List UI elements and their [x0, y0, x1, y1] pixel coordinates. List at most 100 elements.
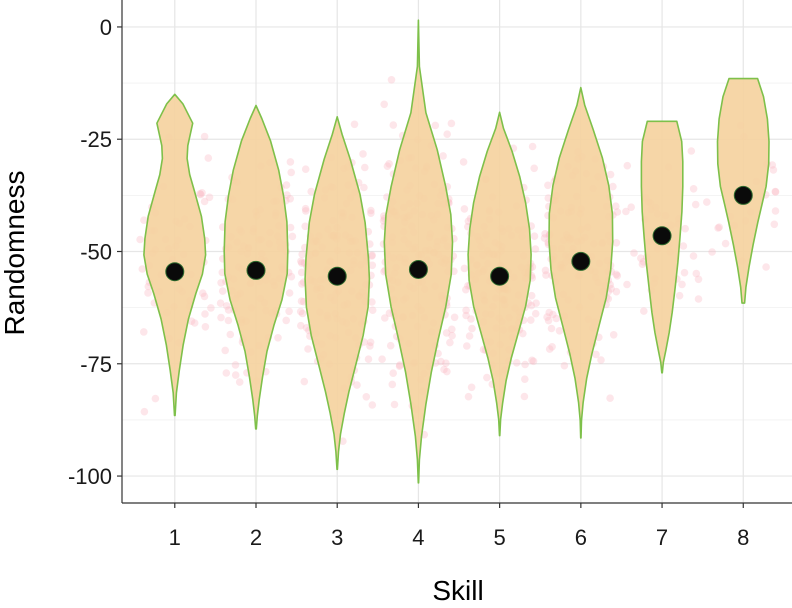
jitter-point: [361, 163, 369, 172]
x-tick-label: 2: [250, 525, 262, 550]
x-tick-label: 5: [494, 525, 506, 550]
jitter-point: [442, 329, 451, 337]
jitter-point: [443, 130, 452, 138]
jitter-point: [689, 252, 698, 260]
jitter-point: [221, 346, 229, 355]
jitter-point: [144, 289, 152, 297]
jitter-point: [366, 342, 374, 350]
jitter-point: [541, 266, 550, 275]
jitter-point: [381, 314, 389, 322]
jitter-point: [298, 280, 306, 288]
jitter-point: [378, 355, 386, 364]
jitter-point: [301, 165, 310, 173]
x-tick-label: 1: [169, 525, 181, 550]
x-tick-label: 4: [412, 525, 424, 550]
axis-ticks: 0 -25 -50 -75 -100 1 2 3 4 5 6 7 8: [68, 15, 749, 550]
jitter-point: [217, 313, 225, 322]
jitter-point: [282, 181, 291, 189]
jitter-point: [630, 249, 638, 257]
jitter-point: [528, 142, 537, 151]
jitter-point: [368, 261, 377, 270]
jitter-point: [231, 361, 240, 369]
jitter-point: [521, 360, 529, 369]
jitter-point: [297, 257, 305, 266]
jitter-point: [298, 309, 307, 318]
jitter-point: [527, 291, 536, 300]
jitter-point: [216, 299, 225, 308]
jitter-point: [274, 334, 282, 342]
jitter-point: [288, 232, 297, 241]
violin-7: [640, 120, 684, 374]
jitter-point: [531, 309, 540, 318]
jitter-point: [675, 291, 684, 300]
jitter-point: [386, 341, 395, 350]
jitter-point: [368, 252, 376, 260]
mean-point-2: [246, 260, 266, 280]
jitter-point: [708, 248, 716, 256]
jitter-point: [199, 289, 207, 298]
mean-point-8: [733, 185, 753, 205]
jitter-point: [442, 359, 450, 368]
jitter-point: [187, 317, 196, 326]
jitter-point: [395, 362, 404, 371]
jitter-point: [437, 357, 445, 366]
jitter-point: [687, 147, 696, 155]
jitter-point: [770, 220, 779, 229]
jitter-point: [543, 313, 551, 321]
jitter-point: [304, 345, 312, 353]
jitter-point: [530, 164, 538, 173]
jitter-point: [545, 308, 553, 317]
jitter-point: [286, 158, 295, 166]
x-tick-label: 8: [737, 525, 749, 550]
jitter-point: [447, 119, 456, 128]
jitter-point: [362, 393, 371, 401]
y-tick-label: 0: [100, 15, 112, 40]
jitter-point: [694, 275, 703, 284]
jitter-point: [360, 183, 368, 192]
jitter-point: [231, 371, 240, 379]
jitter-point: [681, 224, 689, 233]
jitter-point: [612, 270, 621, 279]
jitter-point: [527, 316, 535, 324]
jitter-point: [638, 260, 647, 269]
jitter-point: [592, 350, 600, 359]
jitter-point: [607, 285, 615, 293]
x-tick-label: 6: [575, 525, 587, 550]
jitter-point: [679, 242, 688, 250]
jitter-point: [350, 120, 359, 129]
mean-point-6: [571, 251, 591, 271]
jitter-point: [285, 307, 293, 316]
jitter-point: [623, 280, 631, 289]
jitter-point: [612, 239, 621, 247]
x-tick-label: 3: [331, 525, 343, 550]
jitter-point: [297, 321, 305, 330]
jitter-point: [383, 162, 392, 170]
jitter-point: [463, 342, 471, 350]
x-axis-title: Skill: [432, 575, 483, 606]
jitter-point: [612, 287, 621, 296]
jitter-point: [762, 263, 770, 271]
jitter-point: [380, 100, 389, 109]
jitter-point: [298, 259, 306, 267]
jitter-point: [200, 197, 209, 206]
jitter-point: [190, 319, 199, 327]
jitter-point: [609, 182, 617, 191]
jitter-point: [196, 190, 205, 199]
jitter-point: [450, 313, 459, 322]
jitter-point: [555, 327, 564, 335]
jitter-point: [448, 331, 456, 340]
jitter-point: [460, 205, 469, 213]
jitter-point: [771, 187, 780, 196]
jitter-point: [367, 206, 375, 215]
jitter-point: [389, 121, 398, 129]
mean-points: [165, 185, 753, 286]
jitter-point: [459, 158, 468, 166]
jitter-point: [465, 332, 474, 340]
jitter-point: [151, 394, 160, 403]
jitter-point: [389, 369, 398, 378]
jitter-point: [448, 325, 456, 334]
jitter-point: [520, 392, 529, 401]
jitter-point: [531, 245, 540, 253]
jitter-point: [235, 378, 244, 386]
